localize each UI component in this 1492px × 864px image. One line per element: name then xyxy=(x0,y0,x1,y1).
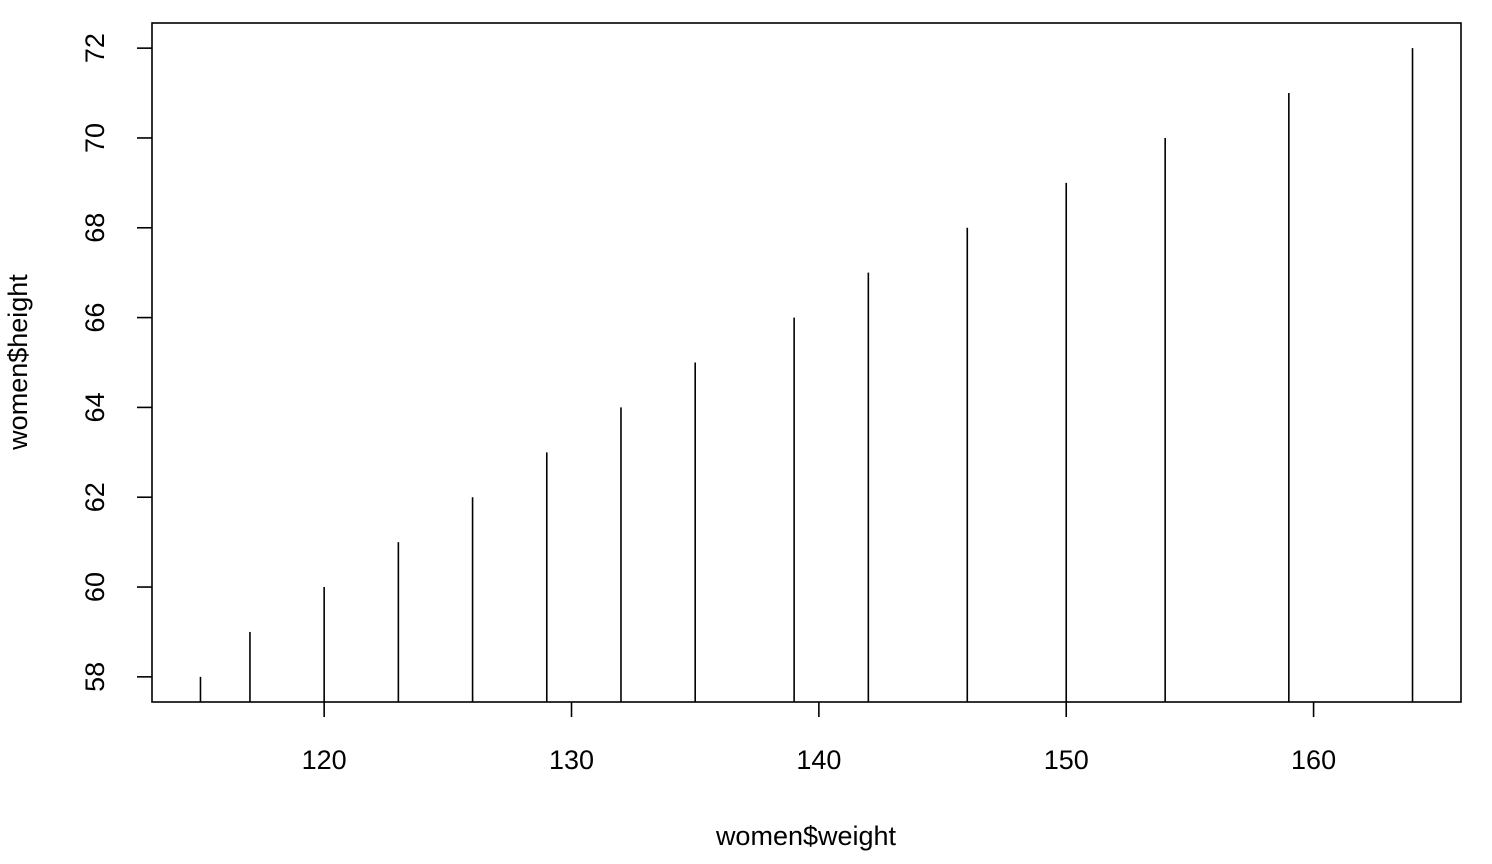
x-axis-label: women$weight xyxy=(715,821,897,851)
y-tick-label: 70 xyxy=(80,123,110,153)
x-tick-label: 160 xyxy=(1291,745,1336,775)
plot-box xyxy=(151,22,1462,703)
x-tick-label: 150 xyxy=(1044,745,1089,775)
y-tick-label: 68 xyxy=(80,213,110,243)
y-tick-label: 66 xyxy=(80,303,110,333)
y-tick-label: 58 xyxy=(80,662,110,692)
y-tick-label: 64 xyxy=(80,392,110,422)
y-axis-label: women$height xyxy=(3,274,33,451)
y-tick-label: 60 xyxy=(80,572,110,602)
x-tick-label: 130 xyxy=(549,745,594,775)
x-tick-label: 140 xyxy=(796,745,841,775)
y-tick-label: 72 xyxy=(80,33,110,63)
x-tick-label: 120 xyxy=(302,745,347,775)
y-tick-label: 62 xyxy=(80,482,110,512)
